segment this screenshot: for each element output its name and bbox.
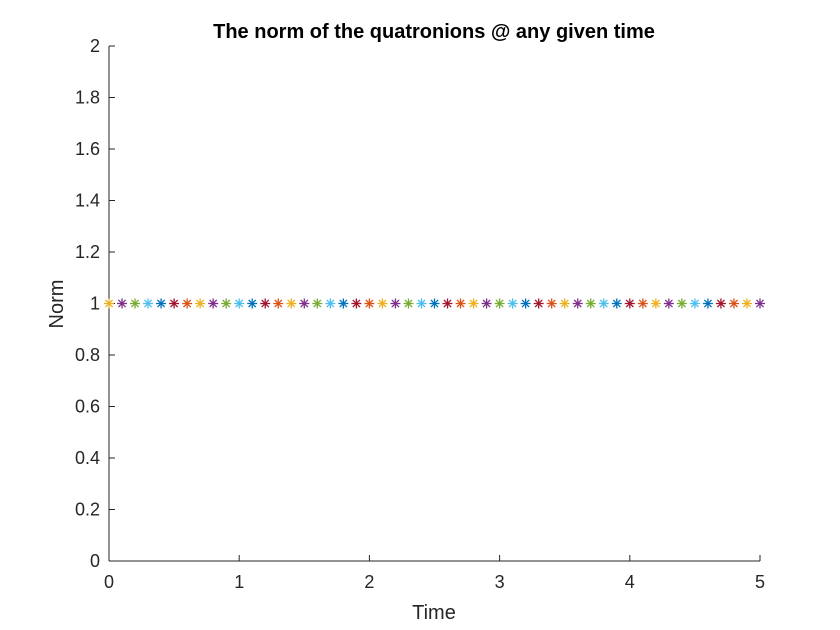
- y-ticks: 0 0.2 0.4 0.6 0.8 1 1.2 1.4 1.6 1.8 2: [75, 36, 115, 571]
- y-tick-label: 1.8: [75, 88, 100, 108]
- x-tick-label: 0: [104, 572, 114, 592]
- data-point: [442, 298, 453, 309]
- data-point: [507, 298, 518, 309]
- data-point: [455, 298, 466, 309]
- chart-title: The norm of the quatronions @ any given …: [213, 21, 655, 43]
- data-point: [598, 298, 609, 309]
- x-axis-label: Time: [412, 602, 456, 624]
- data-point: [104, 298, 114, 309]
- data-point: [364, 298, 375, 309]
- data-point: [325, 298, 336, 309]
- data-point: [221, 298, 232, 309]
- y-axis-label: Norm: [46, 280, 68, 329]
- data-point: [650, 298, 661, 309]
- data-point: [117, 298, 128, 309]
- data-point: [195, 298, 206, 309]
- data-markers: [104, 298, 765, 309]
- data-point: [689, 298, 700, 309]
- y-tick-label: 1.4: [75, 191, 100, 211]
- x-tick-label: 3: [495, 572, 505, 592]
- data-point: [234, 298, 245, 309]
- data-point: [156, 298, 167, 309]
- y-tick-label: 0.4: [75, 448, 100, 468]
- data-point: [468, 298, 479, 309]
- data-point: [533, 298, 544, 309]
- data-point: [546, 298, 557, 309]
- data-point: [572, 298, 583, 309]
- y-tick-label: 1.2: [75, 242, 100, 262]
- data-point: [416, 298, 427, 309]
- data-point: [702, 298, 713, 309]
- data-point: [676, 298, 687, 309]
- data-point: [585, 298, 596, 309]
- data-point: [143, 298, 154, 309]
- x-tick-label: 4: [625, 572, 635, 592]
- data-point: [663, 298, 674, 309]
- data-point: [286, 298, 297, 309]
- y-tick-label: 0.2: [75, 500, 100, 520]
- data-point: [312, 298, 323, 309]
- x-tick-label: 5: [755, 572, 765, 592]
- data-point: [559, 298, 570, 309]
- data-point: [494, 298, 505, 309]
- data-point: [351, 298, 362, 309]
- data-point: [182, 298, 193, 309]
- data-point: [624, 298, 635, 309]
- x-ticks: 0 1 2 3 4 5: [104, 555, 765, 592]
- data-point: [299, 298, 310, 309]
- y-tick-label: 1: [90, 294, 100, 314]
- data-point: [755, 298, 765, 309]
- data-point: [338, 298, 349, 309]
- data-point: [728, 298, 739, 309]
- data-point: [130, 298, 141, 309]
- data-point: [403, 298, 414, 309]
- data-point: [611, 298, 622, 309]
- data-point: [715, 298, 726, 309]
- x-tick-label: 2: [364, 572, 374, 592]
- y-tick-label: 1.6: [75, 139, 100, 159]
- data-point: [429, 298, 440, 309]
- x-tick-label: 1: [234, 572, 244, 592]
- data-point: [260, 298, 271, 309]
- data-point: [390, 298, 401, 309]
- data-point: [273, 298, 284, 309]
- y-tick-label: 2: [90, 36, 100, 56]
- data-point: [208, 298, 219, 309]
- y-tick-label: 0: [90, 551, 100, 571]
- data-point: [169, 298, 180, 309]
- y-tick-label: 0.8: [75, 345, 100, 365]
- data-point: [741, 298, 752, 309]
- data-point: [247, 298, 258, 309]
- data-point: [377, 298, 388, 309]
- y-tick-label: 0.6: [75, 397, 100, 417]
- data-point: [637, 298, 648, 309]
- data-point: [520, 298, 531, 309]
- data-point: [481, 298, 492, 309]
